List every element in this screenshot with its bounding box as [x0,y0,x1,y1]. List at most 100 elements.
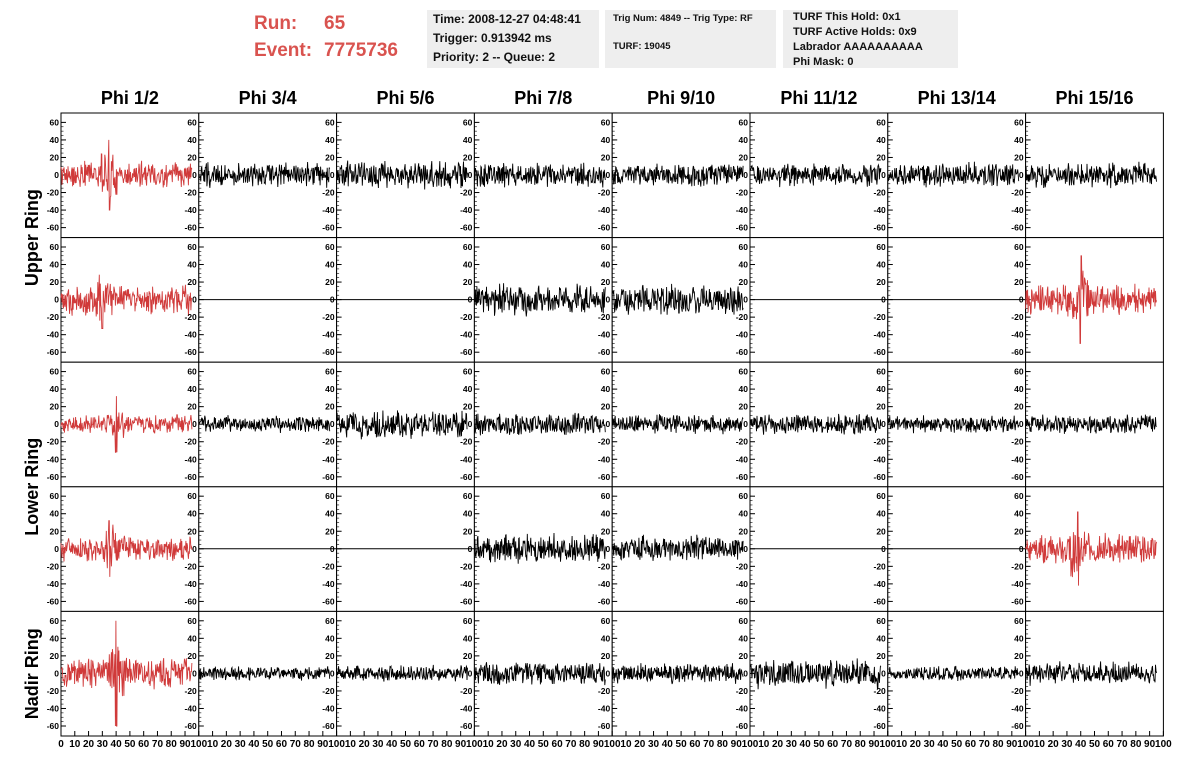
y-tick-label: 60 [325,491,335,501]
waveform-trace [611,414,744,435]
y-tick-label: 40 [1014,384,1024,394]
y-tick-label: -20 [185,312,198,322]
row-header: Lower Ring [22,438,42,536]
y-tick-label: 40 [463,633,473,643]
y-tick-label: -40 [598,205,611,215]
y-tick-label: -40 [874,703,887,713]
y-tick-label: -40 [1011,703,1024,713]
x-tick-label: 80 [166,739,178,750]
y-tick-label: -20 [598,561,611,571]
y-tick-label: -60 [47,721,60,731]
y-tick-label: -20 [1011,437,1024,447]
y-tick-label: -40 [322,579,335,589]
y-tick-label: 0 [468,295,473,305]
y-tick-label: 40 [876,135,886,145]
x-tick-label: 70 [841,739,853,750]
x-tick-label: 40 [386,739,398,750]
y-tick-label: -40 [460,703,473,713]
y-tick-label: -60 [185,721,198,731]
waveform-trace [887,161,1020,188]
y-tick-label: -40 [874,454,887,464]
y-tick-label: 0 [1019,419,1024,429]
x-tick-label: 20 [910,739,922,750]
y-tick-label: -60 [1011,347,1024,357]
y-tick-label: 40 [187,384,197,394]
y-tick-label: 20 [739,402,749,412]
column-header: Phi 13/14 [918,88,996,108]
x-tick-label: 100 [879,739,896,750]
y-tick-label: 60 [1014,117,1024,127]
y-tick-label: 20 [601,277,611,287]
x-tick-label: 90 [1144,739,1156,750]
x-tick-label: 80 [303,739,315,750]
y-tick-label: 40 [325,260,335,270]
x-tick-label: 40 [524,739,536,750]
trig-num-text: Trig Num: 4849 -- Trig Type: RF [613,13,753,24]
x-tick-label: 70 [427,739,439,750]
y-tick-label: -20 [47,686,60,696]
y-tick-label: 20 [463,277,473,287]
y-tick-label: -20 [185,437,198,447]
y-tick-label: 0 [1019,668,1024,678]
y-tick-label: 60 [187,242,197,252]
y-tick-label: 40 [325,135,335,145]
x-tick-label: 10 [1034,739,1046,750]
y-tick-label: -40 [598,579,611,589]
waveform-trace [749,658,882,690]
y-tick-label: -20 [874,312,887,322]
y-tick-label: -20 [185,188,198,198]
y-tick-label: -60 [460,347,473,357]
y-tick-label: 60 [325,117,335,127]
y-tick-label: -20 [736,437,749,447]
x-tick-label: 10 [758,739,770,750]
y-tick-label: 40 [739,384,749,394]
phi-mask-text: Phi Mask: 0 [793,56,854,68]
waveform-trace [60,396,193,453]
x-tick-label: 100 [328,739,345,750]
y-tick-label: 60 [739,117,749,127]
y-tick-label: 60 [1014,491,1024,501]
column-header: Phi 5/6 [376,88,434,108]
y-tick-label: -40 [185,330,198,340]
y-tick-label: -60 [1011,596,1024,606]
y-tick-label: -60 [322,347,335,357]
column-header: Phi 9/10 [647,88,715,108]
y-tick-label: -60 [47,472,60,482]
column-header: Phi 15/16 [1055,88,1133,108]
waveform-trace [198,161,331,188]
x-tick-label: 20 [221,739,233,750]
y-tick-label: -20 [460,561,473,571]
x-tick-label: 10 [207,739,219,750]
y-tick-label: -40 [874,205,887,215]
x-tick-label: 80 [579,739,591,750]
y-tick-label: 20 [1014,651,1024,661]
run-label: Run: [254,13,298,34]
y-tick-label: 20 [187,402,197,412]
waveform-trace [887,665,1020,682]
x-tick-label: 90 [455,739,467,750]
y-tick-label: 40 [50,633,60,643]
y-tick-label: -20 [460,312,473,322]
x-tick-label: 30 [648,739,660,750]
y-tick-label: 0 [192,419,197,429]
y-tick-label: -40 [185,205,198,215]
time-text: Time: 2008-12-27 04:48:41 [433,12,581,26]
y-tick-label: -20 [1011,561,1024,571]
y-tick-label: -40 [1011,205,1024,215]
y-tick-label: 60 [50,242,60,252]
y-tick-label: -20 [736,686,749,696]
y-tick-label: 20 [1014,402,1024,412]
y-tick-label: 20 [1014,277,1024,287]
x-tick-label: 100 [190,739,207,750]
y-tick-label: -60 [736,472,749,482]
waveform-trace [611,534,744,561]
waveform-trace [1025,414,1157,434]
x-tick-label: 40 [800,739,812,750]
y-tick-label: -40 [47,579,60,589]
y-tick-label: 40 [601,509,611,519]
y-tick-label: 60 [601,117,611,127]
y-tick-label: -40 [460,454,473,464]
y-tick-label: 20 [601,152,611,162]
x-tick-label: 90 [1006,739,1018,750]
waveform-trace [60,520,193,577]
